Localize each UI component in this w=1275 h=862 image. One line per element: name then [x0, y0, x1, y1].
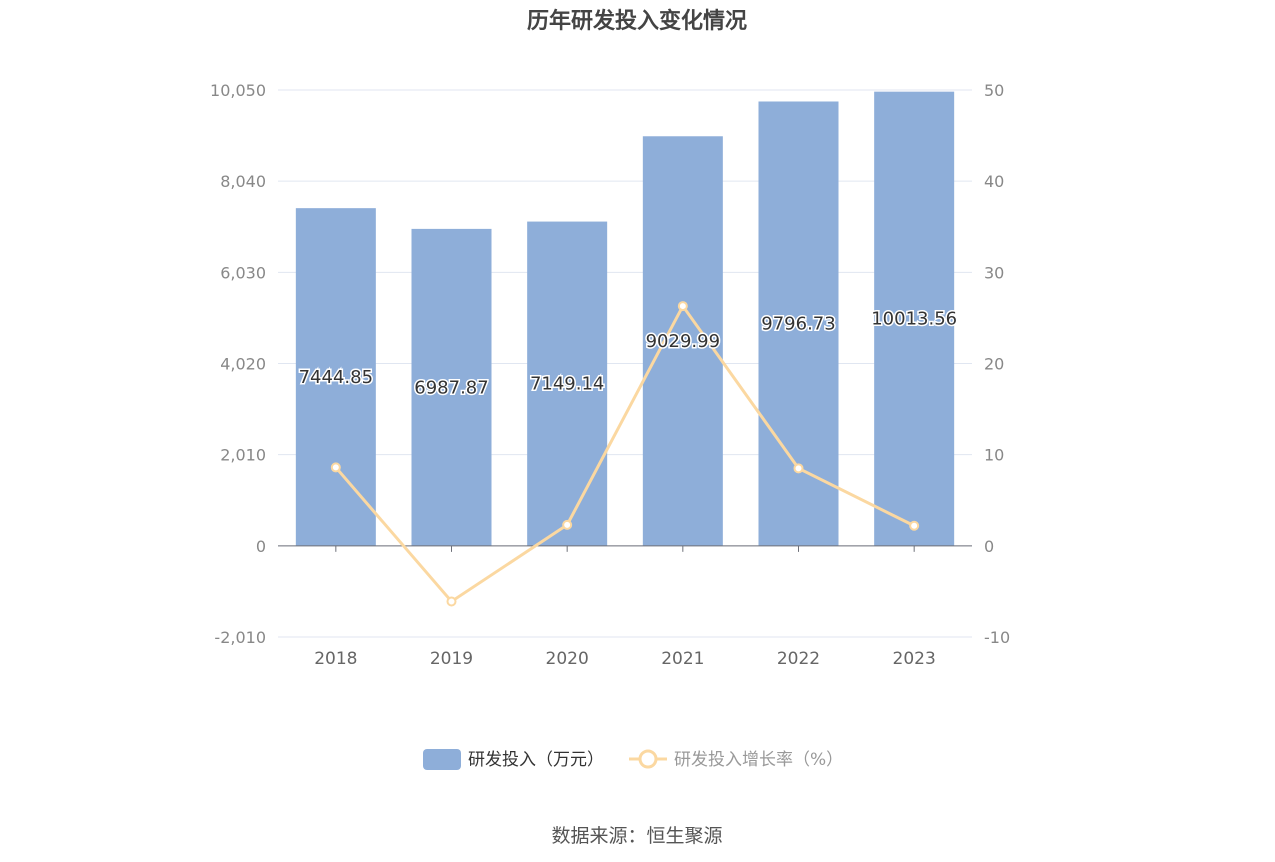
y-right-tick-label: 40 — [984, 172, 1004, 191]
legend-bar-swatch — [423, 749, 461, 770]
bar-value-label: 10013.56 — [871, 309, 957, 330]
y-left-tick-label: 6,030 — [220, 263, 266, 282]
x-tick-label: 2019 — [430, 649, 473, 669]
y-right-tick-label: 30 — [984, 263, 1004, 282]
y-left-tick-label: 0 — [256, 537, 266, 556]
y-right-tick-label: 0 — [984, 537, 994, 556]
growth-point-2023 — [909, 520, 920, 531]
bar-value-label: 6987.87 — [414, 377, 488, 398]
y-left-tick-label: 4,020 — [220, 355, 266, 374]
bar-value-label: 7444.85 — [299, 367, 373, 388]
bar-2018 — [295, 208, 376, 546]
legend-line-label: 研发投入增长率（%） — [674, 750, 843, 770]
growth-rate-line — [334, 303, 915, 604]
bar-value-label: 9029.99 — [646, 331, 720, 352]
chart-title: 历年研发投入变化情况 — [527, 8, 747, 34]
legend-item-bar[interactable]: 研发投入（万元） — [423, 749, 604, 770]
bar-2023 — [874, 91, 955, 546]
x-tick-label: 2022 — [777, 649, 820, 669]
grid-lines — [278, 89, 972, 638]
y-axis-left: 10,050 8,040 6,030 4,020 2,010 0 -2,010 — [210, 81, 266, 647]
y-right-tick-label: -10 — [984, 628, 1010, 647]
y-left-tick-label: 2,010 — [220, 446, 266, 465]
data-source: 数据来源：恒生聚源 — [551, 825, 722, 847]
bar-series — [295, 91, 955, 546]
y-left-tick-label: -2,010 — [214, 628, 266, 647]
y-left-tick-label: 8,040 — [220, 172, 266, 191]
legend[interactable]: 研发投入（万元） 研发投入增长率（%） — [423, 749, 843, 770]
x-axis: 2018 2019 2020 2021 2022 2023 — [314, 545, 936, 669]
y-left-tick-label: 10,050 — [210, 81, 266, 100]
bar-2019 — [411, 228, 492, 546]
growth-point-2019 — [446, 596, 457, 607]
y-right-tick-label: 50 — [984, 81, 1004, 100]
bar-data-labels: 7444.85 6987.87 7149.14 9029.99 9796.73 10013… — [297, 307, 958, 400]
x-tick-label: 2020 — [546, 649, 589, 669]
y-right-tick-label: 20 — [984, 355, 1004, 374]
growth-point-2021 — [677, 301, 688, 312]
bar-2020 — [527, 221, 608, 546]
bar-value-label: 7149.14 — [530, 374, 604, 395]
legend-item-line[interactable]: 研发投入增长率（%） — [629, 749, 843, 770]
x-tick-label: 2023 — [893, 649, 936, 669]
bar-value-label: 9796.73 — [761, 314, 835, 335]
growth-point-2020 — [562, 519, 573, 530]
growth-point-2022 — [793, 463, 804, 474]
x-tick-label: 2018 — [314, 649, 357, 669]
y-right-tick-label: 10 — [984, 446, 1004, 465]
y-axis-right: 50 40 30 20 10 0 -10 — [984, 81, 1010, 647]
growth-point-2018 — [330, 462, 341, 473]
legend-line-marker — [638, 749, 658, 769]
legend-bar-label: 研发投入（万元） — [468, 750, 604, 770]
line-series — [330, 301, 920, 607]
x-tick-label: 2021 — [661, 649, 704, 669]
